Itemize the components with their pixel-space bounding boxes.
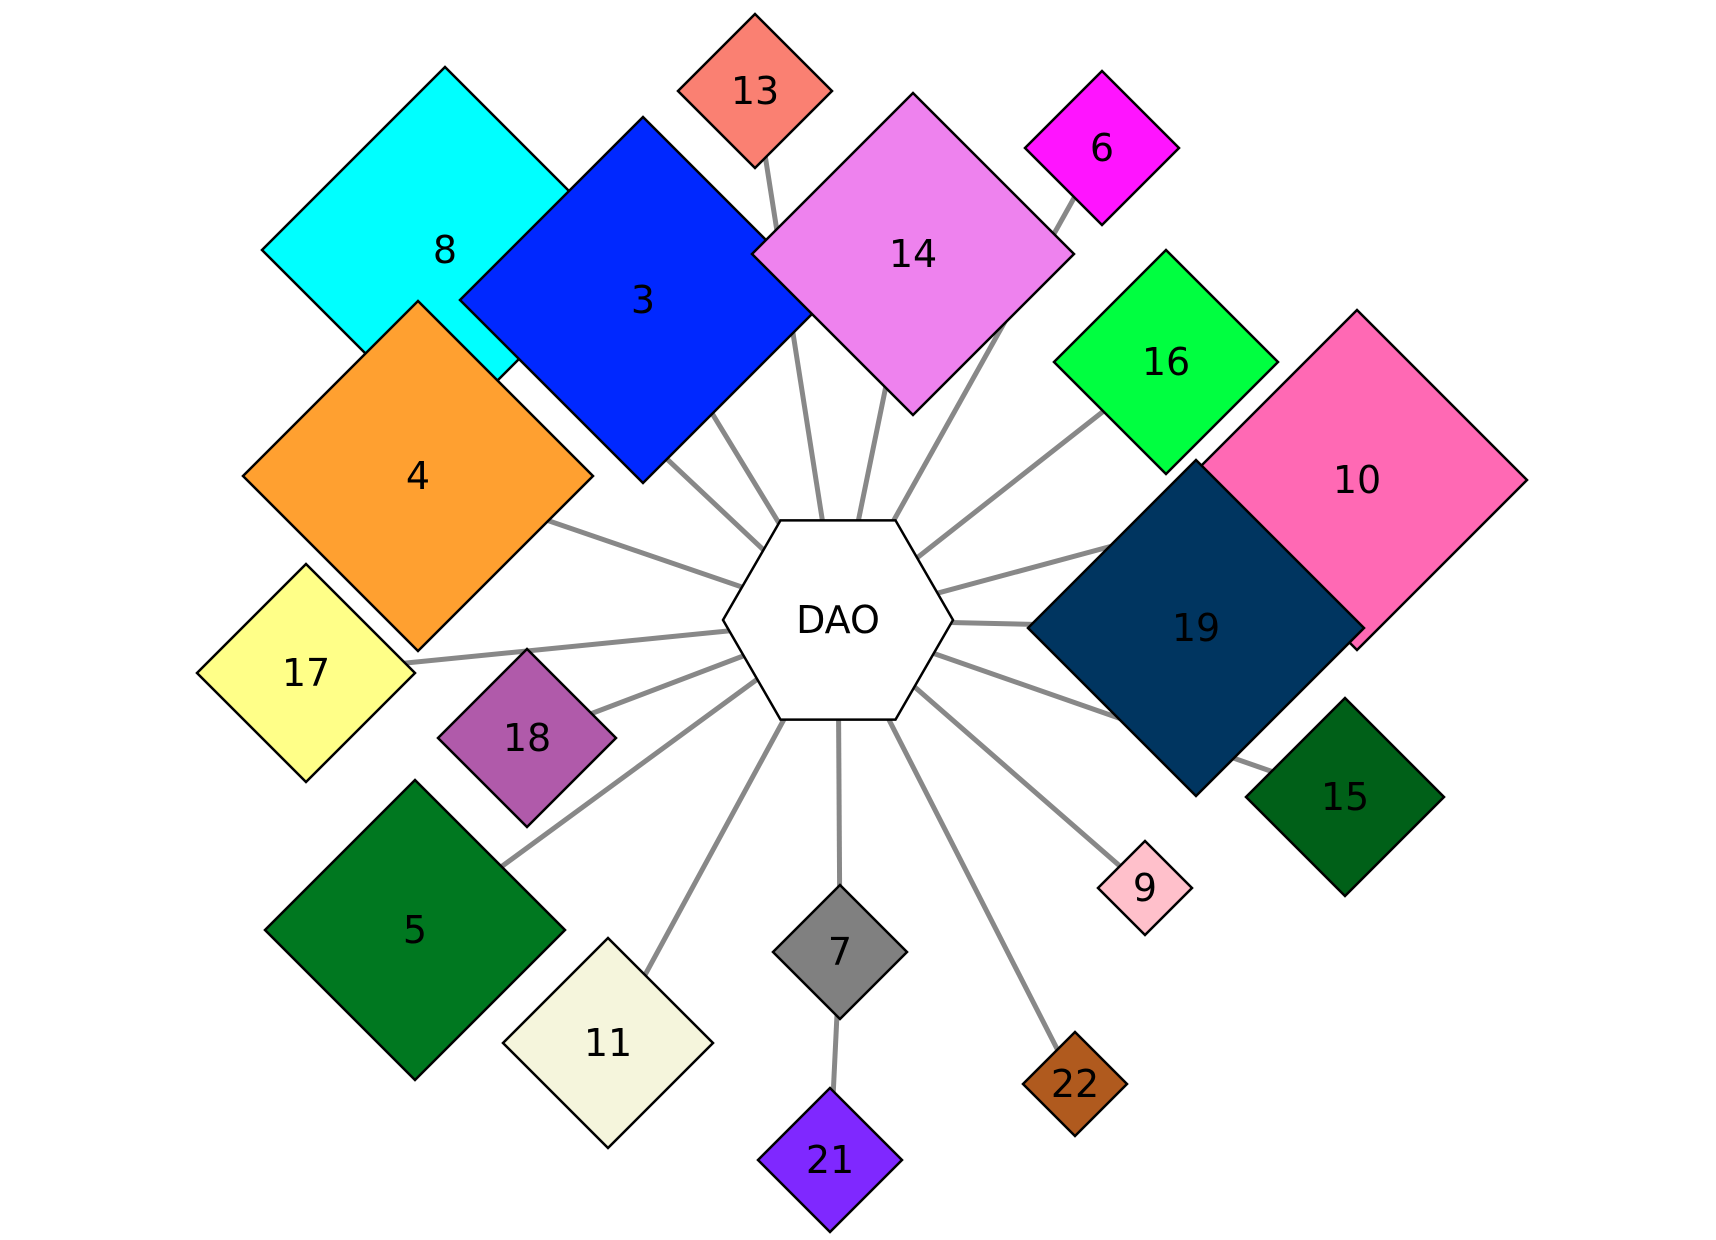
node-22-label: 22 [1051, 1062, 1099, 1106]
node-9: 9 [1098, 841, 1192, 935]
node-10-label: 10 [1333, 458, 1381, 502]
node-15-label: 15 [1321, 775, 1369, 819]
node-13: 13 [678, 14, 832, 168]
node-9-label: 9 [1133, 866, 1157, 910]
node-18-label: 18 [503, 716, 551, 760]
node-17-label: 17 [282, 651, 330, 695]
node-6-label: 6 [1090, 126, 1114, 170]
node-7-label: 7 [828, 930, 852, 974]
node-7: 7 [773, 885, 907, 1019]
node-19-label: 19 [1172, 606, 1220, 650]
node-6: 6 [1025, 71, 1179, 225]
node-4-label: 4 [406, 454, 430, 498]
node-16-label: 16 [1142, 340, 1190, 384]
node-21: 21 [758, 1088, 902, 1232]
node-13-label: 13 [731, 69, 779, 113]
node-3-label: 3 [631, 278, 655, 322]
node-22: 22 [1023, 1032, 1127, 1136]
node-14-label: 14 [889, 232, 937, 276]
node-11-label: 11 [584, 1021, 632, 1065]
hub-label: DAO [796, 598, 880, 642]
node-8-label: 8 [433, 228, 457, 272]
node-21-label: 21 [806, 1138, 854, 1182]
node-11: 11 [503, 938, 713, 1148]
node-5-label: 5 [403, 908, 427, 952]
node-15: 15 [1246, 698, 1444, 896]
